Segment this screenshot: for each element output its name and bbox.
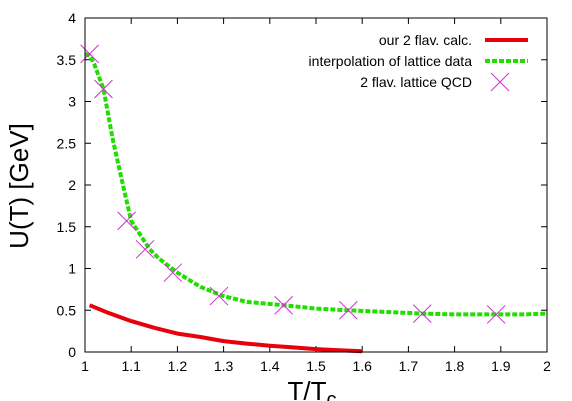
legend-item-our-2-flav-calc: our 2 flav. calc. xyxy=(379,32,528,48)
y-tick-label: 3.5 xyxy=(57,52,77,68)
x-axis-title: T/Tc xyxy=(288,376,337,401)
marker-stroke xyxy=(94,79,113,99)
y-tick-label: 4 xyxy=(68,10,76,26)
x-tick-label: 1.8 xyxy=(445,358,465,374)
marker-stroke xyxy=(163,263,183,283)
x-tick-label: 1.7 xyxy=(399,358,419,374)
y-axis-title: U(T) [GeV] xyxy=(4,123,34,249)
plot-frame xyxy=(84,17,548,353)
x-tick-label: 1.9 xyxy=(491,358,511,374)
x-tick-label: 1.6 xyxy=(352,358,372,374)
marker-stroke xyxy=(274,295,294,315)
data-point xyxy=(274,295,294,315)
y-tick-label: 1 xyxy=(68,261,76,277)
x-tick-label: 1.3 xyxy=(214,358,234,374)
y-tick-label: 3 xyxy=(68,94,76,110)
data-point xyxy=(338,300,358,320)
x-axis-title-subscript: c xyxy=(327,389,337,401)
marker-stroke xyxy=(412,304,432,323)
y-tick-label: 2 xyxy=(68,177,76,193)
marker-stroke xyxy=(135,239,155,259)
series-layer xyxy=(80,44,548,354)
x-axis-title-main: T/T xyxy=(288,376,327,401)
x-tick-label: 2 xyxy=(543,358,551,374)
legend-item-2-flav-lattice-qcd: 2 flav. lattice QCD xyxy=(360,72,510,92)
legend: our 2 flav. calc. interpolation of lattic… xyxy=(309,32,528,92)
marker-stroke xyxy=(209,286,229,306)
x-tick-label: 1.4 xyxy=(260,358,280,374)
marker-stroke xyxy=(117,211,136,231)
y-tick-label: 2.5 xyxy=(57,135,77,151)
data-point xyxy=(486,305,506,324)
marker-stroke xyxy=(486,305,506,324)
marker-stroke xyxy=(338,300,358,320)
marker-stroke xyxy=(80,44,99,64)
legend-label: interpolation of lattice data xyxy=(309,53,473,69)
x-tick-label: 1 xyxy=(81,358,89,374)
data-point xyxy=(117,211,136,231)
y-tick-label: 0 xyxy=(68,344,76,360)
x-tick-label: 1.1 xyxy=(121,358,141,374)
data-point xyxy=(209,286,229,306)
x-tick-label: 1.2 xyxy=(168,358,188,374)
series-line-interpolation-of-lattice-data xyxy=(84,52,548,317)
data-point xyxy=(412,304,432,323)
legend-swatch-marker xyxy=(490,72,510,92)
x-tick-label: 1.5 xyxy=(306,358,326,374)
data-point xyxy=(94,79,113,99)
legend-label: our 2 flav. calc. xyxy=(379,32,472,48)
data-point xyxy=(163,263,183,283)
series-line-our-2-flav-calc xyxy=(88,303,363,354)
data-point xyxy=(135,239,155,259)
axes-layer: 1 1.1 1.2 1.3 1.4 1.5 1.6 1.7 1.8 1.9 2 0 0.5 1 1.5 2 2.… xyxy=(57,10,552,374)
marker-stroke xyxy=(490,72,510,92)
y-tick-label: 0.5 xyxy=(57,302,77,318)
data-point xyxy=(80,44,99,64)
legend-label: 2 flav. lattice QCD xyxy=(360,74,472,90)
series-2-flav-lattice-qcd xyxy=(80,44,506,324)
y-tick-label: 1.5 xyxy=(57,219,77,235)
legend-item-interpolation-of-lattice-data: interpolation of lattice data xyxy=(309,53,528,69)
